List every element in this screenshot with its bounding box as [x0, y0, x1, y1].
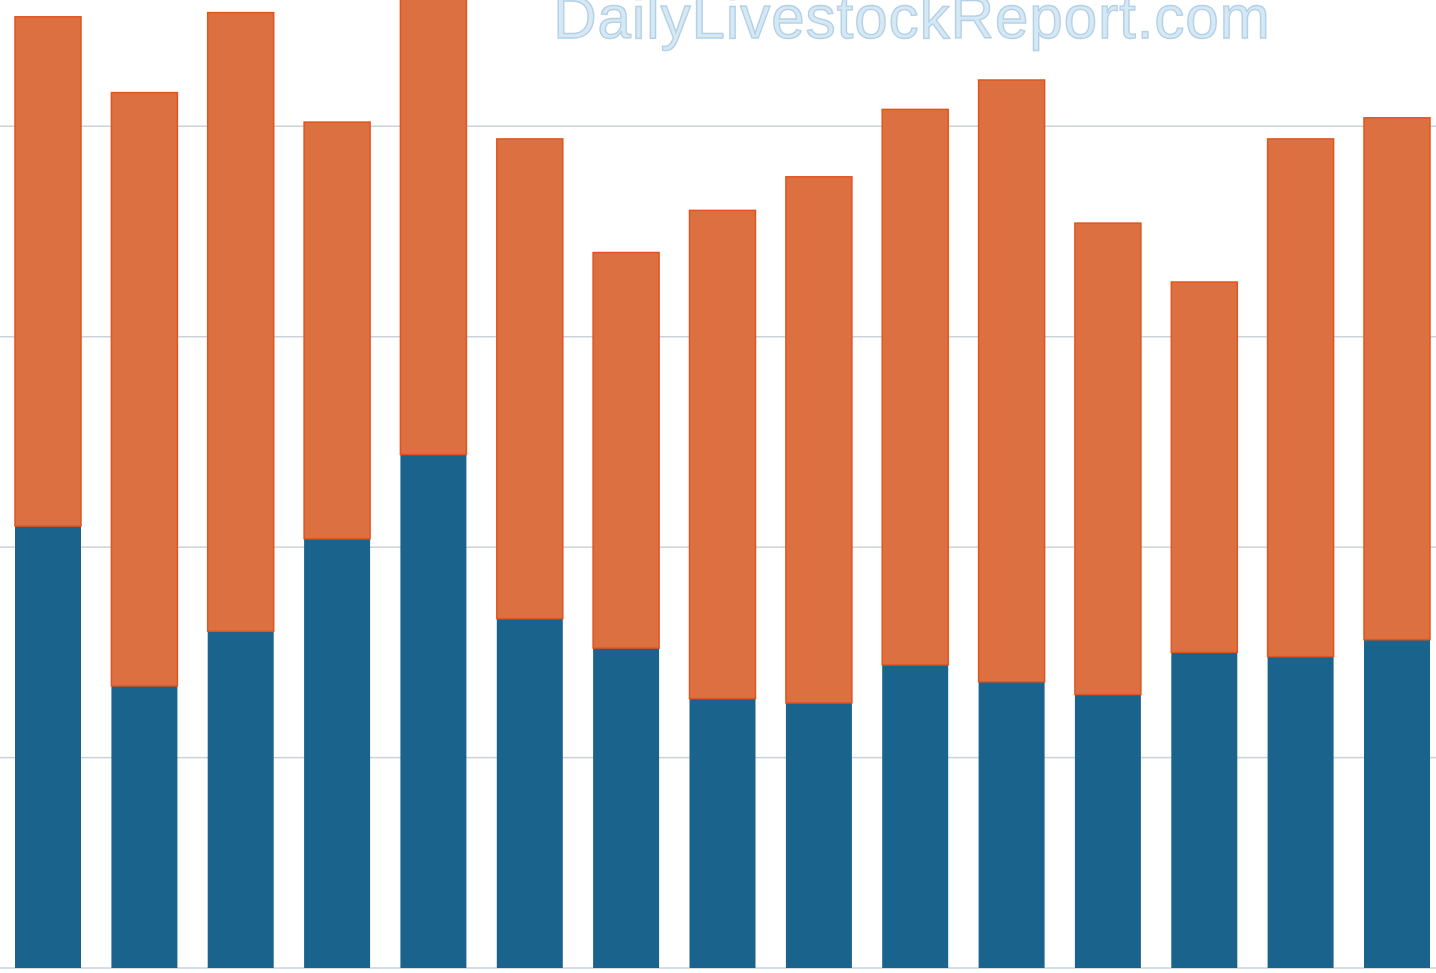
bar-segment-series-1-6 — [496, 618, 563, 968]
bar-segment-series-2-3 — [206, 11, 275, 633]
bar-segment-series-1-7 — [593, 648, 660, 968]
bar-segment-series-2-15 — [1363, 117, 1431, 641]
bar-segment-series-2-12 — [1074, 222, 1142, 696]
bar-segment-series-2-14 — [1266, 138, 1335, 658]
bar-segment-series-2-4 — [303, 121, 371, 540]
watermark-text: DailyLivestockReport.com — [553, 0, 1271, 51]
bar-segment-series-2-10 — [881, 108, 949, 666]
bar-segment-series-1-13 — [1171, 652, 1238, 968]
bar-series — [14, 0, 1431, 968]
bar-segment-series-1-14 — [1267, 656, 1334, 968]
bar-segment-series-2-6 — [496, 138, 564, 620]
bar-segment-series-2-13 — [1170, 281, 1239, 654]
bar-segment-series-2-5 — [399, 0, 468, 456]
bar-segment-series-1-15 — [1364, 639, 1430, 968]
bar-segment-series-1-3 — [207, 631, 274, 968]
bar-segment-series-1-1 — [15, 526, 81, 968]
bar-segment-series-2-8 — [688, 209, 757, 700]
bar-segment-series-2-9 — [785, 176, 853, 704]
bar-segment-series-1-4 — [304, 538, 371, 968]
bar-segment-series-1-8 — [689, 698, 756, 968]
bar-segment-series-1-11 — [978, 681, 1045, 968]
bar-segment-series-2-7 — [592, 251, 660, 649]
bar-segment-series-2-1 — [14, 16, 82, 527]
bar-segment-series-2-2 — [110, 91, 179, 687]
bar-segment-series-1-9 — [785, 702, 852, 968]
bar-segment-series-1-10 — [882, 665, 949, 968]
bar-segment-series-1-2 — [111, 686, 178, 968]
bar-segment-series-1-5 — [400, 454, 467, 968]
bar-segment-series-1-12 — [1074, 694, 1141, 968]
bar-segment-series-2-11 — [977, 79, 1046, 683]
